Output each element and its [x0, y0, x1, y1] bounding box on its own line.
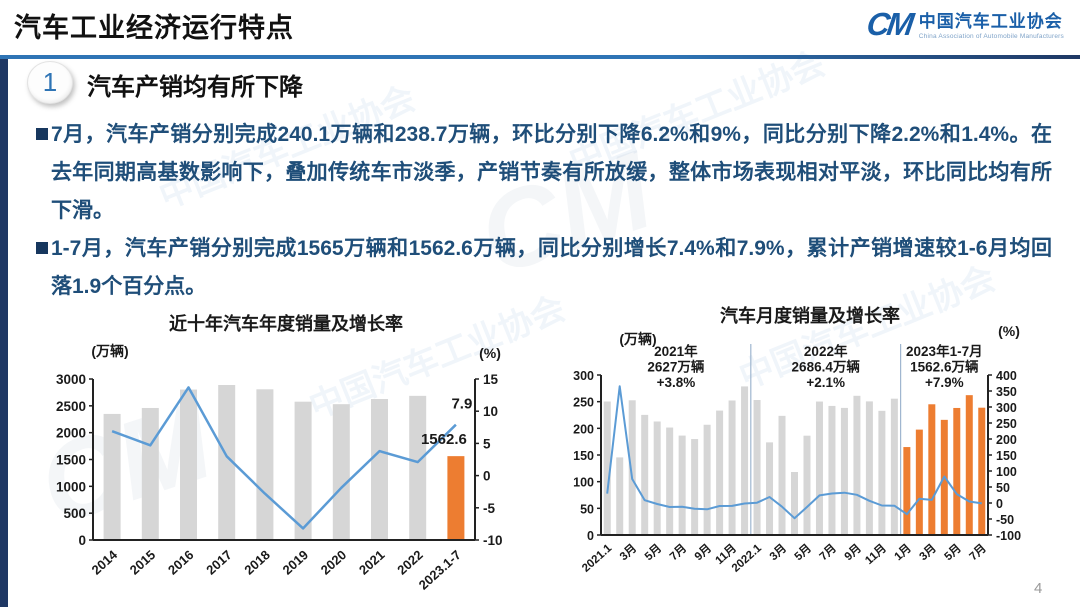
svg-text:350: 350 [996, 385, 1017, 399]
svg-text:400: 400 [996, 369, 1017, 383]
svg-text:(%): (%) [998, 323, 1020, 339]
svg-text:0: 0 [483, 469, 491, 484]
svg-text:2627万辆: 2627万辆 [647, 359, 705, 375]
svg-text:1000: 1000 [56, 479, 86, 494]
svg-text:+7.9%: +7.9% [925, 375, 964, 390]
bars [603, 386, 986, 535]
svg-text:7月: 7月 [817, 542, 839, 564]
svg-text:3000: 3000 [56, 372, 86, 387]
svg-text:+3.8%: +3.8% [657, 375, 696, 390]
svg-text:3月: 3月 [767, 542, 789, 564]
svg-text:2020: 2020 [318, 547, 350, 577]
svg-text:1月: 1月 [892, 542, 914, 564]
svg-text:250: 250 [573, 396, 594, 410]
svg-text:100: 100 [573, 476, 594, 490]
bullet-square-icon [36, 128, 48, 140]
svg-text:2021: 2021 [356, 547, 388, 577]
svg-text:-50: -50 [996, 513, 1014, 527]
svg-text:-5: -5 [483, 501, 495, 516]
svg-text:3月: 3月 [917, 542, 939, 564]
svg-text:5月: 5月 [642, 542, 664, 564]
section-number-badge: 1 [27, 61, 73, 104]
svg-text:0: 0 [78, 533, 86, 548]
svg-text:+2.1%: +2.1% [806, 375, 845, 390]
svg-text:7.9: 7.9 [451, 396, 472, 413]
svg-text:(万辆): (万辆) [619, 331, 656, 347]
org-name-english: China Association of Automobile Manufact… [918, 33, 1064, 40]
monthly-sales-growth-chart: 汽车月度销量及增长率 (万辆) (%) 0 50 100 150 200 250 300 -100 -… [573, 305, 1021, 575]
left-edge-stripe [0, 58, 8, 607]
section-title: 汽车产销均有所下降 [87, 74, 303, 101]
svg-text:250: 250 [996, 417, 1017, 431]
svg-text:15: 15 [483, 372, 499, 387]
svg-text:2014: 2014 [89, 547, 121, 578]
svg-text:5: 5 [483, 436, 491, 451]
header-divider [0, 55, 1080, 59]
svg-text:(%): (%) [479, 345, 501, 361]
svg-text:2017: 2017 [203, 547, 235, 577]
svg-text:2500: 2500 [56, 399, 86, 414]
svg-text:2015: 2015 [127, 547, 159, 577]
annual-sales-growth-chart: 近十年汽车年度销量及增长率 (万辆) (%) 0 500 1000 1500 2000 2500… [56, 313, 503, 593]
svg-text:2016: 2016 [165, 547, 197, 577]
svg-text:200: 200 [996, 433, 1017, 447]
svg-text:100: 100 [996, 465, 1017, 479]
growth-line [111, 386, 457, 530]
svg-text:近十年汽车年度销量及增长率: 近十年汽车年度销量及增长率 [169, 313, 403, 334]
svg-text:50: 50 [996, 481, 1010, 495]
svg-text:150: 150 [573, 449, 594, 463]
bullet-text: 1-7月，汽车产销分别完成1565万辆和1562.6万辆，同比分别增长7.4%和… [51, 237, 1052, 298]
bars [103, 385, 465, 540]
svg-text:50: 50 [580, 502, 594, 516]
bullet-square-icon [36, 242, 48, 254]
svg-text:0: 0 [996, 497, 1003, 511]
svg-text:汽车月度销量及增长率: 汽车月度销量及增长率 [720, 305, 900, 326]
svg-text:300: 300 [573, 369, 594, 383]
svg-text:2022: 2022 [394, 547, 426, 577]
caam-logo-icon: CM [864, 5, 914, 42]
svg-text:5月: 5月 [792, 542, 814, 564]
svg-text:150: 150 [996, 449, 1017, 463]
org-logo: CM 中国汽车工业协会 China Association of Automob… [864, 5, 1064, 42]
growth-line [606, 385, 982, 520]
svg-text:1562.6: 1562.6 [421, 431, 467, 448]
svg-text:(万辆): (万辆) [91, 343, 128, 359]
svg-text:2686.4万辆: 2686.4万辆 [792, 359, 861, 375]
section-number: 1 [42, 67, 58, 97]
svg-text:3月: 3月 [617, 542, 639, 564]
svg-text:2022年: 2022年 [804, 343, 848, 359]
svg-text:2019: 2019 [280, 547, 312, 577]
bullet-item: 1-7月，汽车产销分别完成1565万辆和1562.6万辆，同比分别增长7.4%和… [36, 230, 1052, 306]
svg-text:9月: 9月 [842, 542, 864, 564]
svg-text:1500: 1500 [56, 453, 86, 468]
svg-text:200: 200 [573, 422, 594, 436]
bullet-text: 7月，汽车产销分别完成240.1万辆和238.7万辆，环比分别下降6.2%和9%… [51, 123, 1052, 222]
page-number: 4 [1034, 580, 1043, 597]
svg-text:0: 0 [587, 529, 594, 543]
svg-text:5月: 5月 [942, 542, 964, 564]
svg-text:1562.6万辆: 1562.6万辆 [910, 359, 979, 375]
svg-text:2021年: 2021年 [654, 343, 698, 359]
bullet-item: 7月，汽车产销分别完成240.1万辆和238.7万辆，环比分别下降6.2%和9%… [36, 116, 1052, 230]
org-name: 中国汽车工业协会 [918, 12, 1063, 31]
svg-text:2021.1: 2021.1 [580, 542, 615, 575]
svg-text:300: 300 [996, 401, 1017, 415]
svg-text:-100: -100 [996, 529, 1021, 543]
svg-text:-10: -10 [483, 533, 503, 548]
svg-text:2018: 2018 [241, 547, 273, 577]
svg-text:2000: 2000 [56, 426, 86, 441]
svg-text:10: 10 [483, 404, 498, 419]
svg-text:11月: 11月 [863, 542, 889, 568]
svg-text:9月: 9月 [692, 542, 714, 564]
svg-text:7月: 7月 [967, 542, 989, 564]
svg-text:2023年1-7月: 2023年1-7月 [906, 343, 983, 359]
svg-text:7月: 7月 [667, 542, 689, 564]
page-title: 汽车工业经济运行特点 [14, 13, 294, 43]
svg-text:500: 500 [63, 506, 86, 521]
svg-text:2023.1-7: 2023.1-7 [416, 547, 464, 592]
